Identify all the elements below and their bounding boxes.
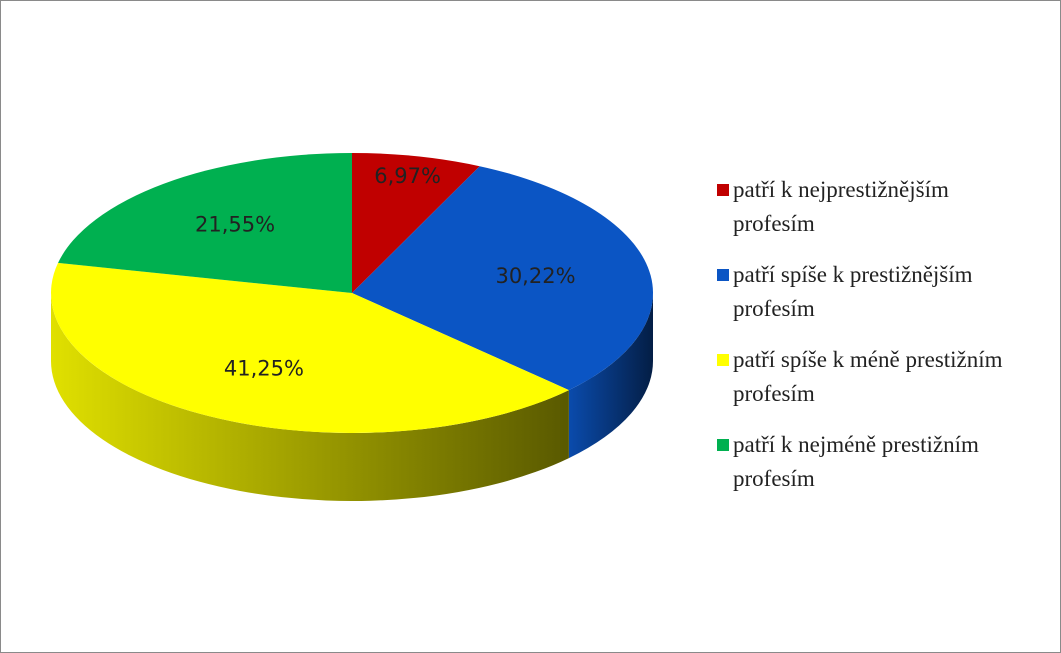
legend-label: patří spíše k méně prestižním profesím	[733, 347, 1003, 406]
slice-side	[51, 293, 569, 502]
data-label: 6,97%	[374, 164, 441, 188]
legend-swatch	[717, 184, 729, 196]
legend: patří k nejprestižnějším profesím patří s…	[717, 173, 1027, 513]
legend-entry: patří spíše k prestižnějším profesím	[717, 258, 1027, 326]
legend-swatch	[717, 439, 729, 451]
legend-swatch	[717, 269, 729, 281]
legend-label: patří k nejméně prestižním profesím	[733, 432, 979, 491]
data-label: 21,55%	[195, 212, 275, 236]
legend-entry: patří k nejméně prestižním profesím	[717, 428, 1027, 496]
legend-swatch	[717, 354, 729, 366]
legend-label: patří k nejprestižnějším profesím	[733, 177, 949, 236]
slice	[352, 166, 653, 391]
legend-entry: patří spíše k méně prestižním profesím	[717, 343, 1027, 411]
slice-side	[568, 293, 653, 459]
slice	[58, 153, 352, 293]
slice	[50, 262, 569, 433]
data-label: 41,25%	[224, 357, 304, 381]
legend-label: patří spíše k prestižnějším profesím	[733, 262, 973, 321]
slice	[352, 153, 480, 293]
data-label: 30,22%	[495, 264, 575, 288]
legend-entry: patří k nejprestižnějším profesím	[717, 173, 1027, 241]
